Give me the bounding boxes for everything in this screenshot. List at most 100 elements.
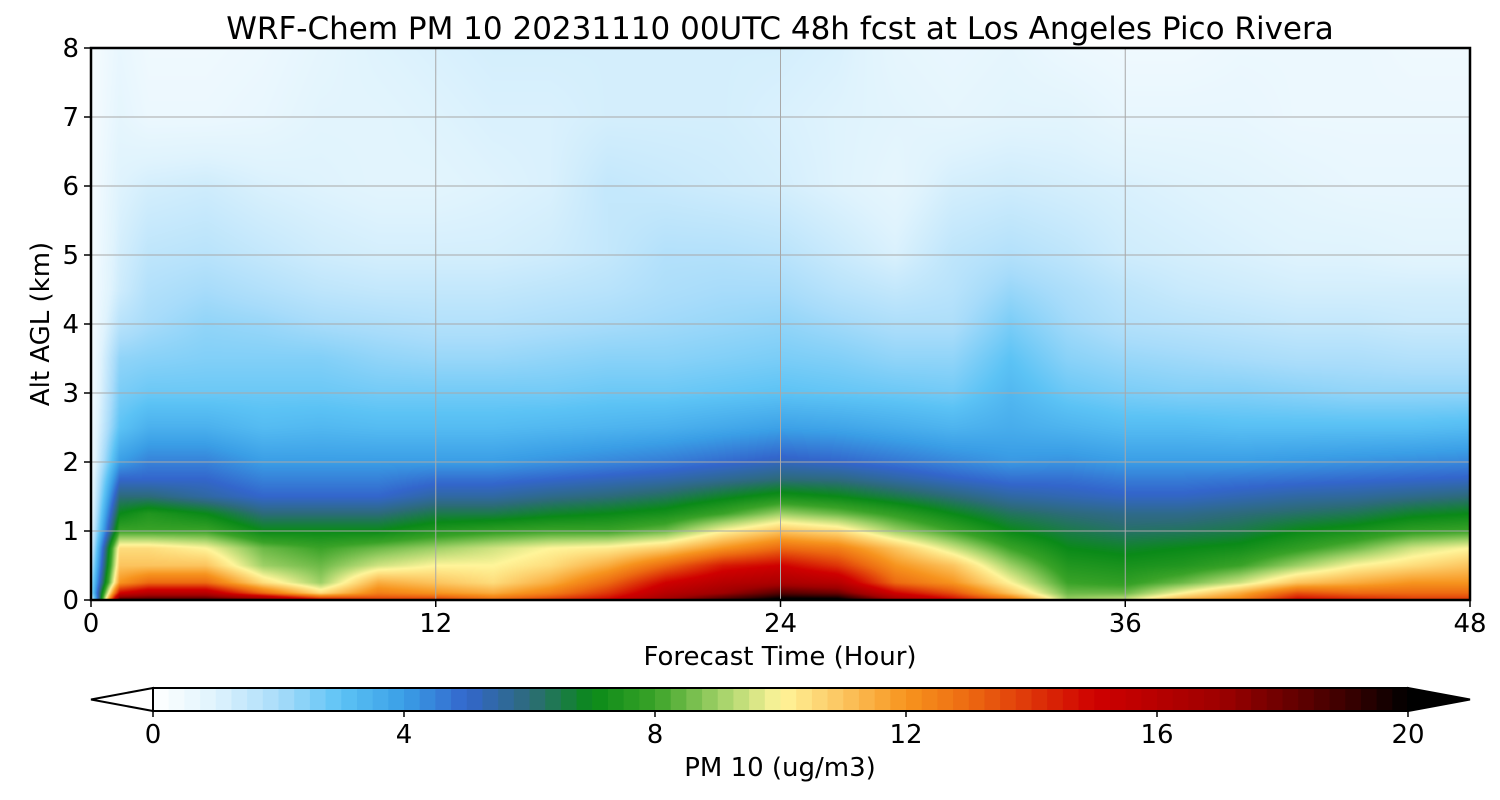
- colorbar-segment: [1062, 688, 1080, 711]
- colorbar-segment: [184, 688, 201, 711]
- colorbar-segment: [1360, 688, 1378, 711]
- colorbar-segment: [231, 688, 248, 711]
- colorbar-segment: [372, 688, 389, 711]
- colorbar-segment: [717, 688, 735, 711]
- colorbar-segment: [1282, 688, 1299, 711]
- colorbar-segment: [670, 688, 687, 711]
- colorbar-segment: [1000, 688, 1017, 711]
- colorbar-segment: [749, 688, 766, 711]
- colorbar-frame: [152, 687, 1409, 712]
- colorbar-segment: [341, 688, 358, 711]
- colorbar-segment: [906, 688, 923, 711]
- x-tick-label: 36: [1109, 609, 1142, 639]
- colorbar-segment: [623, 688, 640, 711]
- colorbar-segment: [1235, 688, 1252, 711]
- colorbar-segment: [545, 688, 562, 711]
- colorbar-segment: [843, 688, 860, 711]
- colorbar-segment: [607, 688, 625, 711]
- colorbar-segment: [1204, 688, 1221, 711]
- x-tick-label: 48: [1453, 609, 1486, 639]
- colorbar-segment: [592, 688, 609, 711]
- colorbar-segment: [482, 688, 499, 711]
- colorbar-segment: [1109, 688, 1127, 711]
- colorbar-segment: [560, 688, 578, 711]
- colorbar-segment: [1313, 688, 1331, 711]
- colorbar-segment: [1345, 688, 1362, 711]
- colorbar-tick-label: 8: [647, 720, 664, 750]
- colorbar-tick-label: 4: [396, 720, 413, 750]
- colorbar-segment: [278, 688, 295, 711]
- colorbar-segment: [1078, 688, 1095, 711]
- colorbar-segment: [200, 688, 217, 711]
- colorbar-segment: [451, 688, 468, 711]
- colorbar-segment: [984, 688, 1001, 711]
- colorbar-segment: [388, 688, 405, 711]
- colorbar-tick-label: 16: [1140, 720, 1173, 750]
- colorbar-segment: [1251, 688, 1268, 711]
- colorbar-segment: [1376, 688, 1393, 711]
- colorbar-segment: [764, 688, 782, 711]
- y-tick-label: 3: [62, 379, 79, 409]
- colorbar-segment: [262, 688, 280, 711]
- colorbar-segment: [811, 688, 829, 711]
- colorbar-segment: [529, 688, 546, 711]
- colorbar-segment: [466, 688, 484, 711]
- colorbar-segment: [294, 688, 311, 711]
- colorbar-tick-label: 12: [889, 720, 922, 750]
- colorbar-segment: [1219, 688, 1237, 711]
- colorbar-segment: [953, 688, 970, 711]
- y-tick-label: 4: [62, 310, 79, 340]
- colorbar-segment: [513, 688, 531, 711]
- colorbar-segment: [325, 688, 342, 711]
- colorbar-segment: [890, 688, 907, 711]
- chart-title: WRF-Chem PM 10 20231110 00UTC 48h fcst a…: [226, 11, 1333, 47]
- grid-lines: [91, 48, 1470, 600]
- x-tick-label: 24: [764, 609, 797, 639]
- colorbar-segment: [1094, 688, 1111, 711]
- colorbar-segment: [1392, 688, 1409, 711]
- colorbar-segment: [1329, 688, 1346, 711]
- colorbar-tick-label: 20: [1391, 720, 1424, 750]
- y-axis-label: Alt AGL (km): [26, 242, 56, 406]
- colorbar-segment: [1015, 688, 1033, 711]
- colorbar-segment: [1031, 688, 1048, 711]
- colorbar-segment: [827, 688, 844, 711]
- x-tick-label: 0: [83, 609, 100, 639]
- colorbar-segment: [1125, 688, 1142, 711]
- colorbar-segment: [780, 688, 797, 711]
- colorbar-segment: [639, 688, 656, 711]
- y-tick-label: 7: [62, 103, 79, 133]
- colorbar-extend-max: [1407, 686, 1471, 713]
- colorbar-segment: [858, 688, 876, 711]
- colorbar-segment: [1298, 688, 1315, 711]
- colorbar-segment: [168, 688, 185, 711]
- colorbar-segment: [733, 688, 750, 711]
- y-tick-label: 5: [62, 241, 79, 271]
- y-tick-label: 8: [62, 34, 79, 64]
- colorbar-segment: [702, 688, 719, 711]
- colorbar-segment: [1141, 688, 1158, 711]
- colorbar-segment: [247, 688, 264, 711]
- colorbar-segment: [796, 688, 813, 711]
- colorbar-segment: [937, 688, 954, 711]
- colorbar-segment: [153, 688, 170, 711]
- y-tick-label: 2: [62, 448, 79, 478]
- colorbar-segment: [419, 688, 436, 711]
- y-tick-label: 0: [62, 586, 79, 616]
- colorbar-segment: [686, 688, 703, 711]
- colorbar-segment: [1266, 688, 1284, 711]
- colorbar-segment: [309, 688, 327, 711]
- colorbar-segment: [655, 688, 672, 711]
- colorbar-segment: [921, 688, 938, 711]
- x-axis: 0 12 24 36 48: [83, 600, 1487, 639]
- x-axis-label: Forecast Time (Hour): [643, 642, 916, 672]
- colorbar-segment: [498, 688, 515, 711]
- colorbar-segment: [968, 688, 986, 711]
- colorbar-segment: [1172, 688, 1189, 711]
- colorbar-segment: [1047, 688, 1064, 711]
- colorbar: 0 4 8 12 16 20: [90, 686, 1471, 750]
- colorbar-segment: [404, 688, 421, 711]
- colorbar-segment: [576, 688, 593, 711]
- y-tick-label: 1: [62, 517, 79, 547]
